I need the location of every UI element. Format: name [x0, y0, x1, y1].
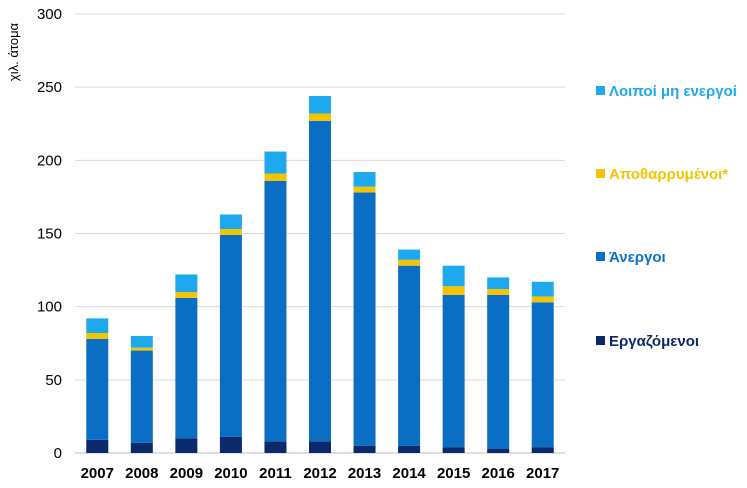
- y-tick-label: 250: [37, 79, 62, 96]
- bar-segment-2016-series-2: [487, 289, 510, 295]
- bar-segment-2017-series-2: [531, 296, 554, 303]
- bar-segment-2007-series-0: [86, 439, 109, 453]
- bar-segment-2013-series-1: [353, 192, 376, 446]
- bar-segment-2010-series-2: [219, 229, 242, 235]
- x-tick-label: 2010: [214, 465, 247, 482]
- bar-segment-2015-series-1: [442, 294, 465, 448]
- bar-segment-2009-series-0: [175, 438, 198, 453]
- legend-label-discouraged: Αποθαρρυμένοι*: [609, 166, 729, 183]
- bar-segment-2017-series-3: [531, 281, 554, 297]
- bar-segment-2015-series-3: [442, 265, 465, 287]
- bar-segment-2013-series-0: [353, 445, 376, 453]
- bar-segment-2011-series-1: [264, 180, 287, 442]
- y-tick-label: 50: [45, 372, 62, 389]
- bar-segment-2017-series-1: [531, 302, 554, 448]
- bar-segment-2008-series-2: [130, 347, 153, 351]
- x-tick-label: 2011: [259, 465, 292, 482]
- legend-swatch-discouraged: [596, 169, 605, 178]
- bar-segment-2013-series-2: [353, 186, 376, 193]
- bar-segment-2010-series-1: [219, 234, 242, 437]
- legend-item-discouraged: Αποθαρρυμένοι*: [596, 165, 746, 185]
- bar-segment-2009-series-2: [175, 292, 198, 298]
- bar-segment-2015-series-0: [442, 447, 465, 453]
- y-tick-labels: 0 50 100 150 200 250 300: [37, 6, 62, 462]
- bar-segment-2014-series-2: [398, 259, 421, 266]
- x-tick-label: 2016: [481, 465, 514, 482]
- bar-segment-2014-series-1: [398, 265, 421, 446]
- x-tick-label: 2012: [303, 465, 336, 482]
- bar-segment-2010-series-3: [219, 214, 242, 230]
- bar-segment-2016-series-3: [487, 277, 510, 290]
- bar-segment-2015-series-2: [442, 286, 465, 295]
- bar-segment-2007-series-2: [86, 333, 109, 339]
- y-tick-label: 300: [37, 6, 62, 23]
- legend-label-unemployed: Άνεργοι: [609, 249, 666, 266]
- bar-segment-2007-series-3: [86, 318, 109, 334]
- x-tick-label: 2015: [437, 465, 470, 482]
- bars: [86, 95, 554, 453]
- y-tick-label: 0: [54, 445, 62, 462]
- bar-segment-2012-series-2: [309, 113, 331, 121]
- bar-segment-2011-series-3: [264, 151, 287, 174]
- bar-segment-2012-series-3: [309, 95, 331, 114]
- legend-swatch-other-inactive: [596, 86, 605, 95]
- bar-segment-2013-series-3: [353, 172, 376, 187]
- bar-segment-2007-series-1: [86, 338, 109, 440]
- x-tick-label: 2007: [81, 465, 114, 482]
- bar-segment-2011-series-2: [264, 173, 287, 181]
- bar-segment-2016-series-0: [487, 448, 510, 453]
- bar-segment-2010-series-0: [219, 436, 242, 453]
- x-tick-label: 2017: [526, 465, 559, 482]
- bar-segment-2011-series-0: [264, 441, 287, 453]
- bar-segment-2008-series-1: [130, 350, 153, 443]
- y-axis-label: χιλ. άτομα: [6, 22, 21, 81]
- legend-label-other-inactive: Λοιποί μη ενεργοί: [609, 83, 737, 100]
- bar-segment-2008-series-0: [130, 442, 153, 453]
- bar-segment-2014-series-3: [398, 249, 421, 260]
- legend-swatch-employed: [596, 336, 605, 345]
- y-tick-label: 200: [37, 152, 62, 169]
- bar-segment-2016-series-1: [487, 294, 510, 449]
- x-tick-label: 2013: [348, 465, 381, 482]
- y-tick-label: 100: [37, 299, 62, 316]
- bar-segment-2012-series-0: [309, 441, 331, 453]
- legend-item-unemployed: Άνεργοι: [596, 248, 746, 268]
- bar-segment-2014-series-0: [398, 445, 421, 453]
- legend-swatch-unemployed: [596, 252, 605, 261]
- bar-segment-2009-series-1: [175, 297, 198, 439]
- bar-segment-2009-series-3: [175, 274, 198, 293]
- y-tick-label: 150: [37, 226, 62, 243]
- bar-segment-2012-series-1: [309, 120, 331, 442]
- x-tick-label: 2014: [392, 465, 426, 482]
- bar-segment-2017-series-0: [531, 447, 554, 453]
- legend-label-employed: Εργαζόμενοι: [609, 333, 700, 350]
- bar-segment-2008-series-3: [130, 335, 153, 348]
- legend-item-employed: Εργαζόμενοι: [596, 332, 746, 352]
- x-tick-labels: 2007 2008 2009 2010 2011 2012 2013 2014 2015 2016…: [81, 465, 560, 482]
- x-tick-label: 2008: [125, 465, 158, 482]
- x-tick-label: 2009: [170, 465, 203, 482]
- legend-item-other-inactive: Λοιποί μη ενεργοί: [596, 82, 746, 102]
